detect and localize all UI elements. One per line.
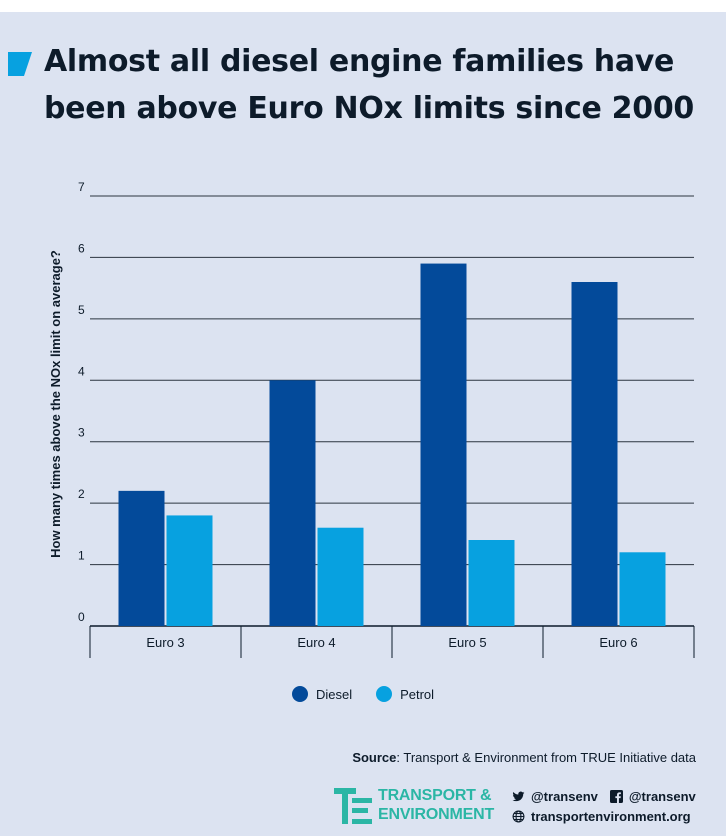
bar-petrol-euro-6 — [619, 552, 666, 626]
x-tick-label-euro-6: Euro 6 — [599, 635, 637, 650]
y-tick-label-7: 7 — [78, 180, 85, 194]
bar-diesel-euro-5 — [420, 263, 467, 626]
te-logo-icon — [334, 788, 372, 824]
transport-environment-logo[interactable]: TRANSPORT & ENVIRONMENT — [334, 786, 504, 828]
legend-label-petrol: Petrol — [400, 686, 435, 702]
bar-petrol-euro-5 — [468, 540, 515, 626]
website-link[interactable]: transportenvironment.org — [531, 808, 691, 824]
x-tick-label-euro-5: Euro 5 — [448, 635, 486, 650]
logo-line-1: TRANSPORT & — [378, 787, 492, 804]
facebook-handle[interactable]: @transenv — [628, 788, 696, 804]
source-text: : Transport & Environment from TRUE Init… — [396, 750, 696, 765]
y-tick-label-1: 1 — [78, 549, 85, 563]
bar-diesel-euro-3 — [118, 490, 165, 626]
logo-line-2: ENVIRONMENT — [378, 806, 495, 823]
legend-swatch-diesel — [291, 686, 308, 702]
logo-wordmark: TRANSPORT & ENVIRONMENT — [378, 786, 494, 824]
y-tick-label-6: 6 — [78, 241, 85, 255]
legend: Diesel Petrol — [0, 686, 726, 702]
y-tick-label-3: 3 — [78, 426, 85, 440]
facebook-icon — [609, 789, 623, 803]
legend-label-diesel: Diesel — [315, 686, 353, 702]
bar-petrol-euro-3 — [166, 515, 213, 626]
twitter-icon — [512, 791, 525, 801]
y-tick-label-4: 4 — [78, 364, 85, 378]
x-tick-label-euro-3: Euro 3 — [146, 635, 184, 650]
chart-title: Almost all diesel engine families have b… — [44, 44, 694, 126]
y-tick-label-5: 5 — [78, 303, 85, 317]
social-row-2: transportenvironment.org — [512, 806, 696, 826]
globe-icon — [512, 810, 525, 822]
title-marker-icon — [8, 52, 32, 76]
legend-item-petrol: Petrol — [376, 686, 434, 702]
y-tick-label-0: 0 — [78, 610, 85, 624]
source-note: Source: Transport & Environment from TRU… — [352, 750, 696, 765]
legend-swatch-petrol — [376, 686, 393, 702]
source-label: Source — [352, 750, 397, 765]
bar-petrol-euro-4 — [317, 527, 364, 626]
bar-diesel-euro-4 — [269, 380, 316, 626]
legend-item-diesel: Diesel — [291, 686, 353, 702]
y-tick-label-2: 2 — [78, 487, 85, 501]
x-tick-label-euro-4: Euro 4 — [297, 635, 335, 650]
social-row-1: @transenv @transenv — [512, 786, 696, 806]
twitter-handle[interactable]: @transenv — [531, 788, 598, 804]
social-links: @transenv @transenv transportenvironment… — [512, 786, 696, 826]
bar-diesel-euro-6 — [571, 282, 618, 626]
